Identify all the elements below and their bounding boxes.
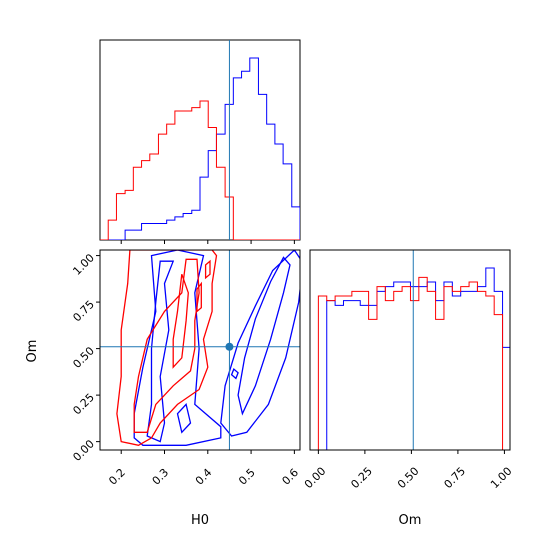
contour-x-tick-label: 0.3 — [150, 466, 172, 488]
om-hist-x-tick-label: 1.00 — [488, 465, 515, 492]
contour-series-2-level-2 — [133, 258, 200, 433]
x-axis-label-h0: H0 — [191, 513, 209, 528]
contour-y-tick-label: 0.50 — [70, 344, 97, 371]
contour-series-2-level-5 — [204, 259, 211, 280]
histogram-step-series-2 — [310, 276, 510, 450]
histogram-step-series-2 — [100, 100, 300, 240]
contour-x-tick-label: 0.4 — [193, 466, 215, 488]
y-axis-label-om: Om — [25, 340, 40, 363]
contour-x-tick-label: 0.6 — [280, 466, 302, 488]
contour-series-1-level-5 — [146, 260, 175, 443]
contour-series-1-level-1 — [220, 250, 300, 437]
h0-histogram-plot-area — [100, 40, 300, 240]
x-axis-label-om: Om — [399, 513, 422, 528]
om-hist-x-tick-label: 0.50 — [395, 465, 422, 492]
om-hist-x-tick-label: 0.00 — [302, 465, 329, 492]
h0-histogram-x-ticks — [120, 240, 295, 244]
truth-point — [225, 342, 234, 351]
om-hist-x-tick-label: 0.25 — [348, 465, 375, 492]
contour-x-tick-label: 0.2 — [106, 466, 128, 488]
histogram-step-series-1 — [100, 57, 300, 240]
contour-series-1-level-6 — [176, 403, 192, 434]
om-vs-h0-contour-panel: 0.2 0.3 0.4 0.5 0.6 0.000.250.500.751.00 H0 … — [25, 249, 301, 528]
om-histogram-x-ticks: 0.00 0.25 0.50 0.75 1.00 — [302, 450, 515, 491]
h0-histogram-panel — [99, 39, 301, 244]
contour-series-1-level-4 — [133, 250, 222, 446]
contour-y-tick-label: 0.25 — [70, 391, 97, 418]
om-histogram-plot-area — [310, 250, 510, 450]
om-histogram-panel: 0.00 0.25 0.50 0.75 1.00 Om — [302, 249, 515, 528]
om-histogram-frame — [309, 249, 511, 451]
contour-frame — [99, 249, 301, 451]
contour-y-tick-label: 0.00 — [70, 437, 97, 464]
contour-series-2-level-4 — [196, 281, 202, 313]
h0-histogram-frame — [99, 39, 301, 241]
contour-series-1-level-3 — [230, 368, 239, 380]
om-hist-x-tick-label: 0.75 — [442, 465, 469, 492]
contour-series-2-level-1 — [116, 250, 218, 446]
contour-plot-area — [100, 250, 300, 450]
contour-y-ticks: 0.00 0.25 0.50 0.75 1.00 — [70, 251, 100, 464]
contour-x-tick-label: 0.5 — [236, 466, 258, 488]
contour-y-tick-label: 0.75 — [70, 298, 97, 325]
contour-series-1-level-2 — [237, 256, 291, 416]
contour-x-ticks: 0.2 0.3 0.4 0.5 0.6 — [106, 450, 301, 488]
contour-y-tick-label: 1.00 — [70, 251, 97, 278]
contour-series-2-level-3 — [172, 273, 189, 369]
